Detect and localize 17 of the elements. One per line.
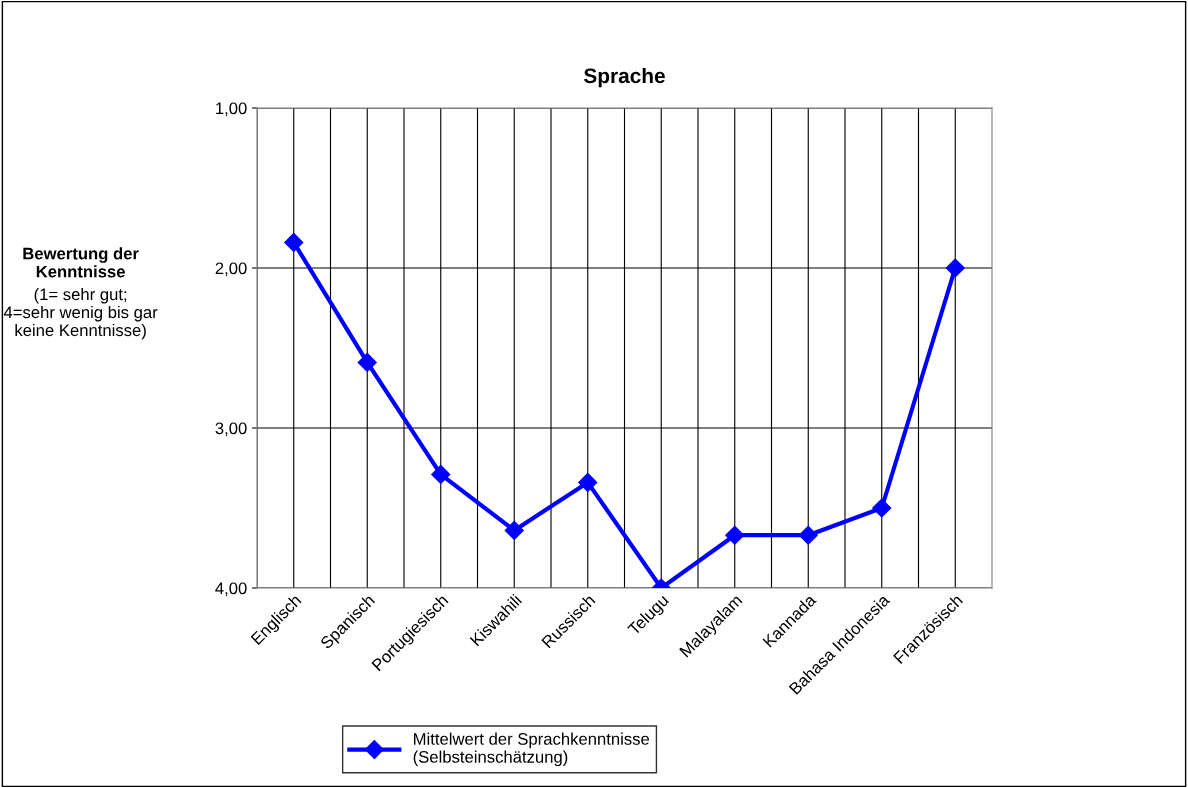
point <box>284 232 304 252</box>
point <box>725 525 745 545</box>
point <box>798 525 818 545</box>
chart-title: Sprache <box>583 67 665 88</box>
point <box>872 498 892 518</box>
point <box>945 258 965 278</box>
text: (1= sehr gut; 4=sehr wenig bis gar keine Kenntnisse) <box>3 288 158 340</box>
y-tick-label: 3,00 <box>215 422 247 437</box>
legend-label: Mittelwert der Sprachkenntnisse (Selbsteinschätzung) <box>413 732 650 767</box>
y-tick-label: 4,00 <box>215 582 247 597</box>
point <box>431 464 451 484</box>
point <box>504 520 524 540</box>
y-axis-title: Bewertung der Kenntnisse <box>23 247 139 278</box>
point <box>578 472 598 492</box>
y-tick-label: 1,00 <box>216 102 247 117</box>
point <box>357 352 377 372</box>
y-tick-label: 2,00 <box>215 262 247 277</box>
